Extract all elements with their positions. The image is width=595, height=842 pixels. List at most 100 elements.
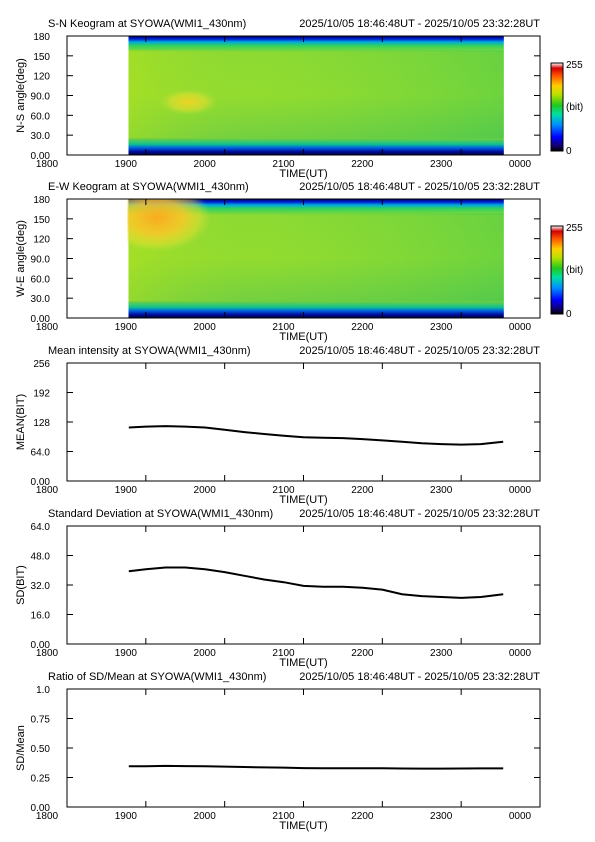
- x-tick-label: 2300: [430, 322, 453, 333]
- x-tick-label: 2100: [272, 648, 295, 659]
- y-axis-label: SD(BIT): [15, 565, 27, 605]
- time-range-label: 2025/10/05 18:46:48UT - 2025/10/05 23:32…: [299, 18, 540, 30]
- plot-frame: [66, 688, 541, 808]
- y-tick-label: 0.00: [31, 314, 51, 325]
- colorbar-max-label: 255: [566, 223, 583, 234]
- time-range-label: 2025/10/05 18:46:48UT - 2025/10/05 23:32…: [299, 508, 540, 520]
- y-tick-label: 30.0: [31, 131, 51, 142]
- y-tick-label: 1.0: [36, 685, 50, 696]
- y-tick-label: 64.0: [31, 448, 51, 459]
- x-tick-label: 1800: [36, 648, 59, 659]
- x-tick-label: 2300: [430, 811, 453, 822]
- time-range-label: 2025/10/05 18:46:48UT - 2025/10/05 23:32…: [299, 671, 540, 683]
- y-tick-label: 120: [33, 72, 50, 83]
- series-line: [128, 764, 504, 770]
- x-tick-label: 2200: [351, 485, 374, 496]
- time-range-label: 2025/10/05 18:46:48UT - 2025/10/05 23:32…: [299, 345, 540, 357]
- x-tick-label: 2100: [272, 322, 295, 333]
- x-tick-label: 1900: [115, 322, 138, 333]
- x-tick-label: 0000: [509, 485, 532, 496]
- y-tick-label: 60.0: [31, 111, 51, 122]
- colorbar-max-label: 255: [566, 60, 583, 71]
- y-tick-label: 0.00: [31, 151, 51, 162]
- y-tick-label: 32.0: [31, 581, 51, 592]
- colorbar: [550, 62, 564, 152]
- y-tick-label: 64.0: [31, 522, 51, 533]
- y-tick-label: 30.0: [31, 294, 51, 305]
- x-tick-label: 1900: [115, 811, 138, 822]
- x-tick-label: 0000: [509, 322, 532, 333]
- x-tick-label: 2000: [194, 322, 217, 333]
- y-axis-label: W-E angle(deg): [15, 220, 27, 297]
- y-tick-label: 0.00: [31, 803, 51, 814]
- x-axis-label: TIME(UT): [279, 168, 327, 180]
- y-tick-label: 90.0: [31, 255, 51, 266]
- y-tick-label: 48.0: [31, 552, 51, 563]
- colorbar-min-label: 0: [566, 146, 572, 157]
- chart-title: Standard Deviation at SYOWA(WMI1_430nm): [48, 508, 273, 520]
- y-axis-label: N-S angle(deg): [15, 58, 27, 133]
- x-tick-label: 2300: [430, 648, 453, 659]
- x-tick-label: 2200: [351, 322, 374, 333]
- y-axis-label: MEAN(BIT): [15, 394, 27, 450]
- x-tick-label: 2000: [194, 485, 217, 496]
- chart-title: Ratio of SD/Mean at SYOWA(WMI1_430nm): [48, 671, 266, 683]
- y-tick-label: 0.75: [31, 715, 51, 726]
- series-line: [128, 425, 504, 446]
- x-tick-label: 1800: [36, 159, 59, 170]
- x-axis-label: TIME(UT): [279, 657, 327, 669]
- y-tick-label: 0.00: [31, 477, 51, 488]
- y-axis-label: SD/Mean: [15, 725, 27, 771]
- x-tick-label: 2300: [430, 485, 453, 496]
- y-tick-label: 150: [33, 215, 50, 226]
- x-tick-label: 2200: [351, 648, 374, 659]
- y-tick-label: 128: [33, 418, 50, 429]
- series-line: [128, 566, 504, 599]
- x-tick-label: 0000: [509, 811, 532, 822]
- y-tick-label: 256: [33, 359, 50, 370]
- y-tick-label: 0.50: [31, 744, 51, 755]
- y-tick-label: 180: [33, 195, 50, 206]
- colorbar-min-label: 0: [566, 309, 572, 320]
- chart-title: E-W Keogram at SYOWA(WMI1_430nm): [48, 181, 249, 193]
- colorbar-unit-label: (bit): [566, 265, 583, 276]
- x-tick-label: 0000: [509, 159, 532, 170]
- colorbar: [550, 225, 564, 315]
- x-tick-label: 0000: [509, 648, 532, 659]
- x-tick-label: 1800: [36, 485, 59, 496]
- y-tick-label: 0.00: [31, 640, 51, 651]
- y-tick-label: 192: [33, 389, 50, 400]
- y-tick-label: 90.0: [31, 92, 51, 103]
- y-tick-label: 150: [33, 52, 50, 63]
- x-tick-label: 2100: [272, 159, 295, 170]
- x-tick-label: 2200: [351, 159, 374, 170]
- x-tick-label: 2200: [351, 811, 374, 822]
- y-tick-label: 180: [33, 32, 50, 43]
- x-tick-label: 2300: [430, 159, 453, 170]
- y-tick-label: 60.0: [31, 274, 51, 285]
- chart-title: Mean intensity at SYOWA(WMI1_430nm): [48, 345, 251, 357]
- y-tick-label: 16.0: [31, 611, 51, 622]
- x-tick-label: 1800: [36, 811, 59, 822]
- x-tick-label: 1900: [115, 485, 138, 496]
- colorbar-unit-label: (bit): [566, 102, 583, 113]
- y-tick-label: 0.25: [31, 774, 51, 785]
- y-tick-label: 120: [33, 235, 50, 246]
- x-tick-label: 2000: [194, 648, 217, 659]
- x-tick-label: 2100: [272, 811, 295, 822]
- aurora-bright-patch: [158, 88, 219, 116]
- x-tick-label: 2000: [194, 159, 217, 170]
- x-axis-label: TIME(UT): [279, 331, 327, 343]
- x-tick-label: 1800: [36, 322, 59, 333]
- x-tick-label: 1900: [115, 159, 138, 170]
- x-tick-label: 2000: [194, 811, 217, 822]
- plot-frame: [66, 362, 541, 482]
- chart-title: S-N Keogram at SYOWA(WMI1_430nm): [48, 18, 246, 30]
- x-tick-label: 2100: [272, 485, 295, 496]
- aurora-bright-patch: [127, 199, 212, 252]
- x-axis-label: TIME(UT): [279, 494, 327, 506]
- x-axis-label: TIME(UT): [279, 820, 327, 832]
- time-range-label: 2025/10/05 18:46:48UT - 2025/10/05 23:32…: [299, 181, 540, 193]
- x-tick-label: 1900: [115, 648, 138, 659]
